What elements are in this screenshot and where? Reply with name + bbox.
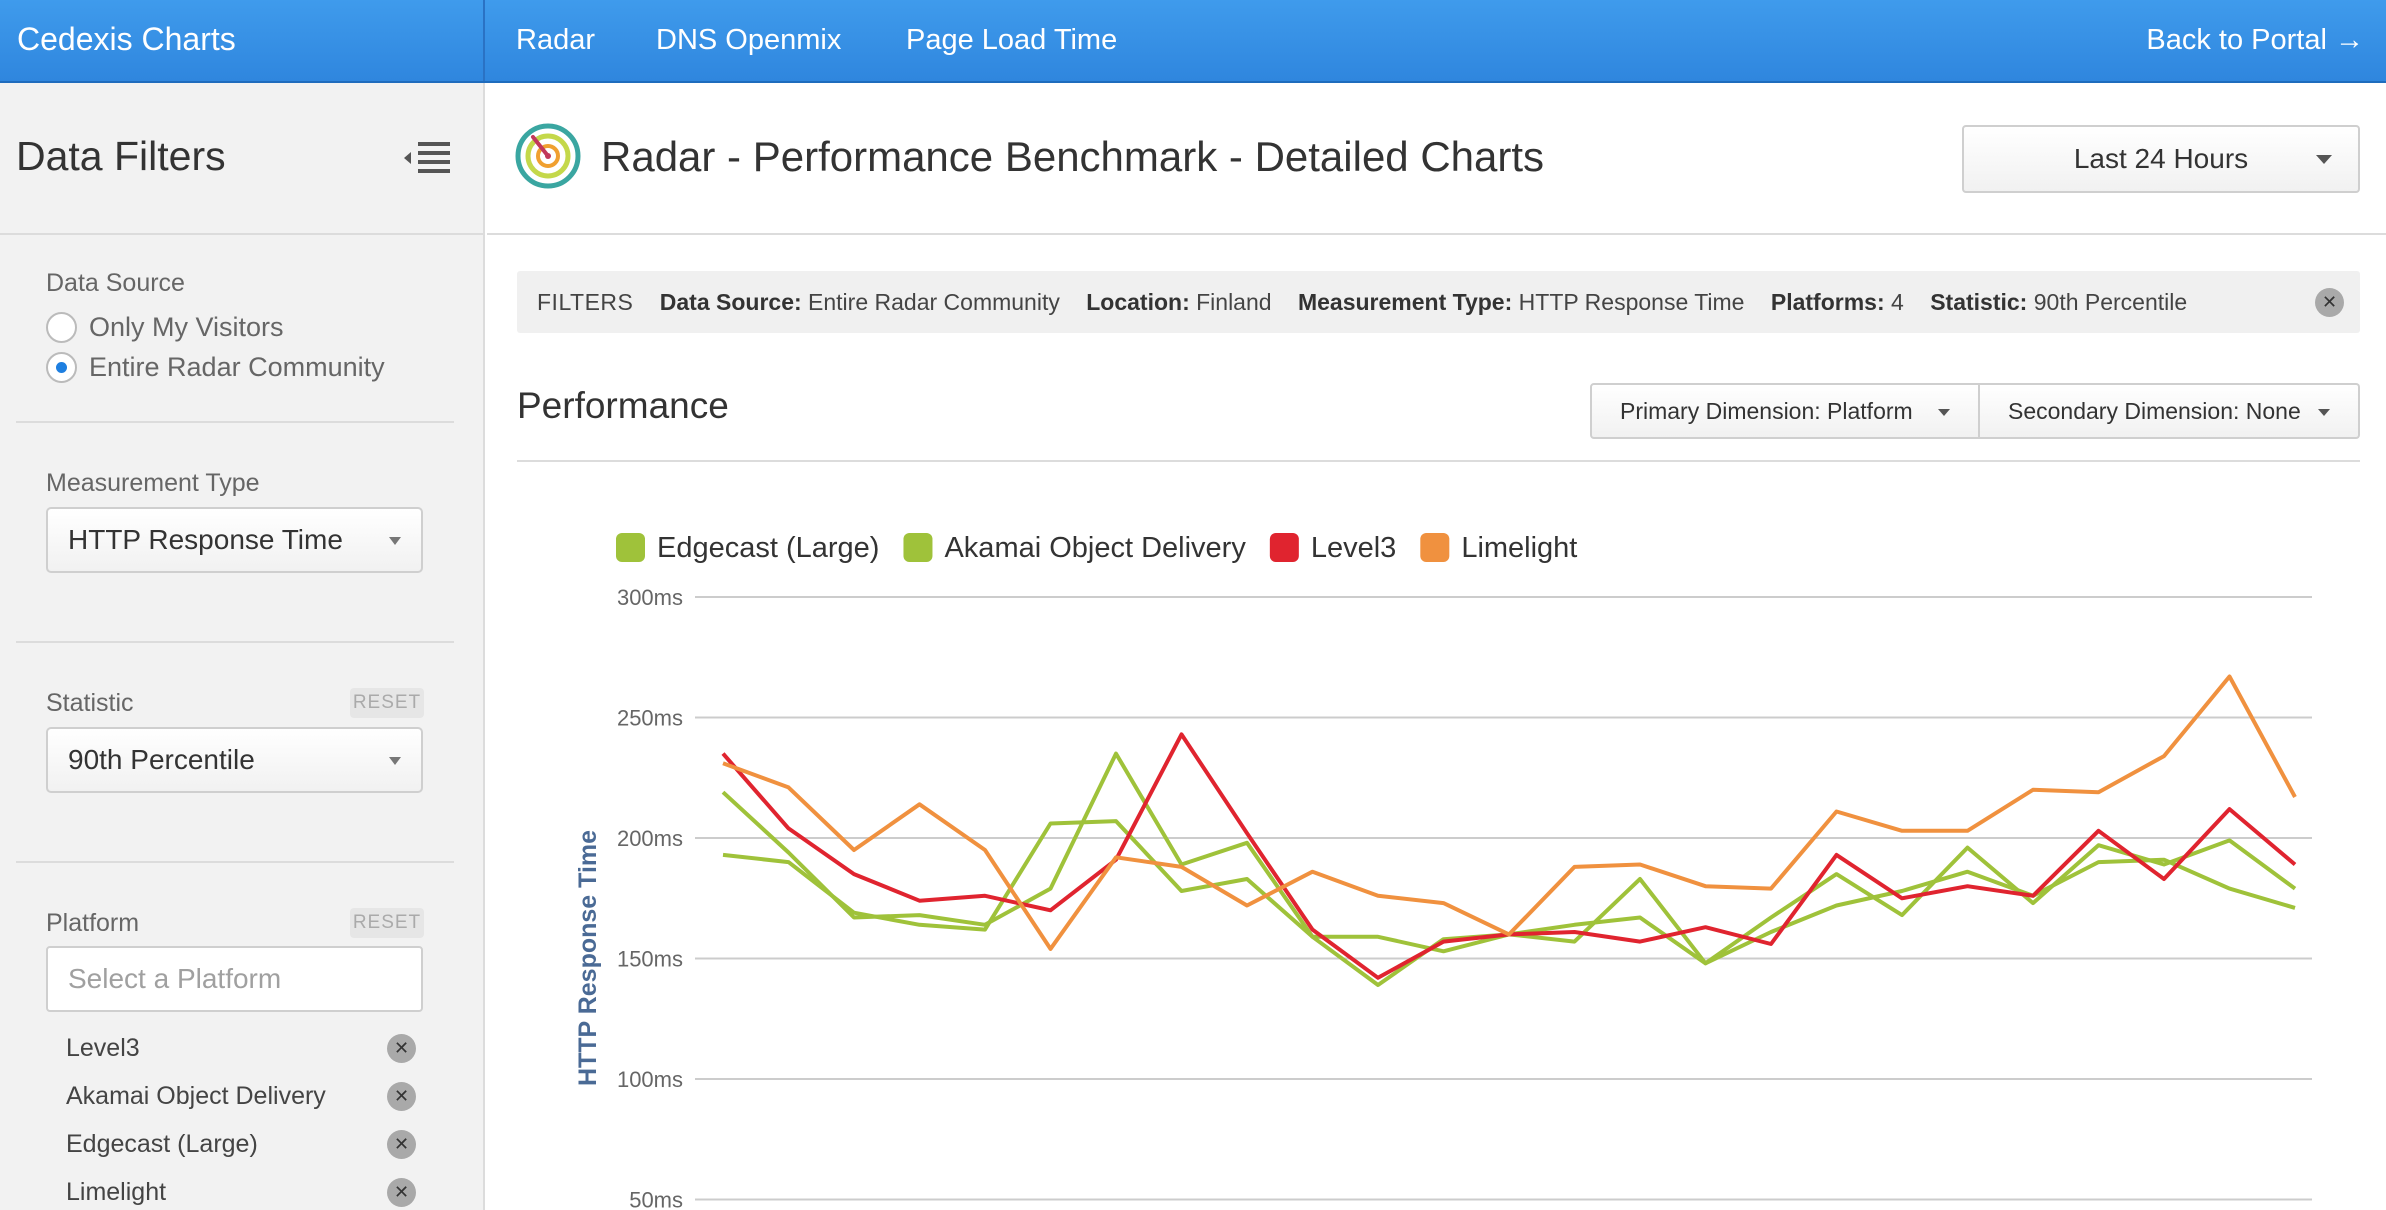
divider — [16, 421, 454, 423]
radar-logo-icon — [515, 123, 581, 189]
statistic-label: Statistic — [46, 689, 134, 717]
platform-reset-button[interactable]: RESET — [350, 908, 424, 938]
page-header: Radar - Performance Benchmark - Detailed… — [487, 83, 2386, 235]
legend-label: Level3 — [1311, 532, 1396, 564]
data-source-label: Data Source — [46, 269, 185, 297]
statistic-reset-button[interactable]: RESET — [350, 688, 424, 718]
secondary-dimension-dropdown[interactable]: Secondary Dimension: None — [1980, 383, 2360, 439]
statistic-select[interactable]: 90th Percentile — [46, 727, 423, 793]
platform-chip: Level3 ✕ — [66, 1030, 416, 1066]
collapse-menu-icon[interactable] — [402, 138, 454, 178]
filter-statistic: Statistic: 90th Percentile — [1930, 289, 2188, 315]
legend-swatch — [1420, 533, 1450, 562]
active-filters-bar: FILTERS Data Source: Entire Radar Commun… — [517, 271, 2360, 333]
nav-radar[interactable]: Radar — [516, 24, 595, 56]
nav-page-load-time[interactable]: Page Load Time — [906, 24, 1118, 56]
filter-measurement-type: Measurement Type: HTTP Response Time — [1297, 289, 1745, 315]
sidebar-title: Data Filters — [16, 133, 226, 179]
series-line-level3 — [721, 732, 2297, 980]
y-axis-label: HTTP Response Time — [574, 830, 602, 1086]
chevron-down-icon — [2316, 155, 2332, 164]
performance-line-chart: 300ms 250ms 200ms 150ms 100ms 50ms HTTP Respon… — [574, 532, 2312, 1210]
nav-dns-openmix[interactable]: DNS Openmix — [656, 24, 842, 56]
measurement-type-label: Measurement Type — [46, 469, 260, 497]
series-line-limelight — [722, 674, 2297, 951]
legend-swatch — [903, 533, 933, 562]
chevron-down-icon — [1938, 409, 1950, 416]
divider — [16, 861, 454, 863]
remove-icon[interactable]: ✕ — [387, 1034, 416, 1063]
chevron-down-icon — [2318, 409, 2330, 416]
chevron-down-icon — [389, 537, 401, 545]
platform-chip: Akamai Object Delivery ✕ — [66, 1078, 416, 1114]
page-title: Radar - Performance Benchmark - Detailed… — [601, 133, 1545, 180]
filter-platforms: Platforms: 4 — [1770, 289, 1904, 315]
remove-icon[interactable]: ✕ — [387, 1130, 416, 1159]
filters-label: FILTERS — [537, 289, 634, 315]
radio-button[interactable] — [46, 311, 77, 343]
main-content: Radar - Performance Benchmark - Detailed… — [487, 83, 2386, 1210]
y-tick-label: 200ms — [617, 826, 683, 851]
filter-location: Location: Finland — [1086, 289, 1272, 315]
legend-label: Limelight — [1461, 532, 1577, 564]
platform-chip: Edgecast (Large) ✕ — [66, 1126, 416, 1162]
divider — [16, 641, 454, 643]
divider — [517, 460, 2360, 462]
brand-title[interactable]: Cedexis Charts — [0, 0, 485, 81]
radio-only-my-visitors[interactable]: Only My Visitors — [46, 310, 284, 344]
back-to-portal-link[interactable]: Back to Portal → — [2146, 24, 2364, 56]
platform-search-input[interactable] — [46, 946, 423, 1012]
measurement-type-select[interactable]: HTTP Response Time — [46, 507, 423, 573]
y-tick-label: 150ms — [617, 947, 683, 972]
radio-entire-radar-community[interactable]: Entire Radar Community — [46, 350, 385, 384]
platform-label: Platform — [46, 909, 140, 937]
clear-filters-icon[interactable]: ✕ — [2315, 288, 2344, 317]
y-tick-label: 300ms — [617, 585, 683, 610]
chevron-down-icon — [389, 757, 401, 765]
platform-chip: Limelight ✕ — [66, 1174, 416, 1210]
sidebar-header: Data Filters — [0, 83, 483, 235]
legend-swatch — [1269, 533, 1299, 562]
filters-sidebar: Data Filters Data Source Only My Visitor… — [0, 83, 485, 1210]
top-navbar: Cedexis Charts Radar DNS Openmix Page Lo… — [0, 0, 2386, 83]
legend-swatch — [616, 533, 645, 562]
legend-label: Edgecast (Large) — [657, 532, 879, 564]
remove-icon[interactable]: ✕ — [387, 1178, 416, 1207]
y-tick-label: 50ms — [629, 1188, 683, 1210]
performance-heading: Performance — [517, 385, 729, 426]
primary-dimension-dropdown[interactable]: Primary Dimension: Platform — [1590, 383, 1980, 439]
remove-icon[interactable]: ✕ — [387, 1082, 416, 1111]
y-tick-label: 250ms — [617, 706, 683, 731]
series-line-edgecast-large- — [722, 819, 2297, 966]
legend-label: Akamai Object Delivery — [944, 532, 1246, 564]
time-range-dropdown[interactable]: Last 24 Hours — [1962, 125, 2360, 193]
filter-data-source: Data Source: Entire Radar Community — [659, 289, 1060, 315]
y-tick-label: 100ms — [617, 1067, 683, 1092]
radio-button-checked[interactable] — [46, 351, 77, 383]
